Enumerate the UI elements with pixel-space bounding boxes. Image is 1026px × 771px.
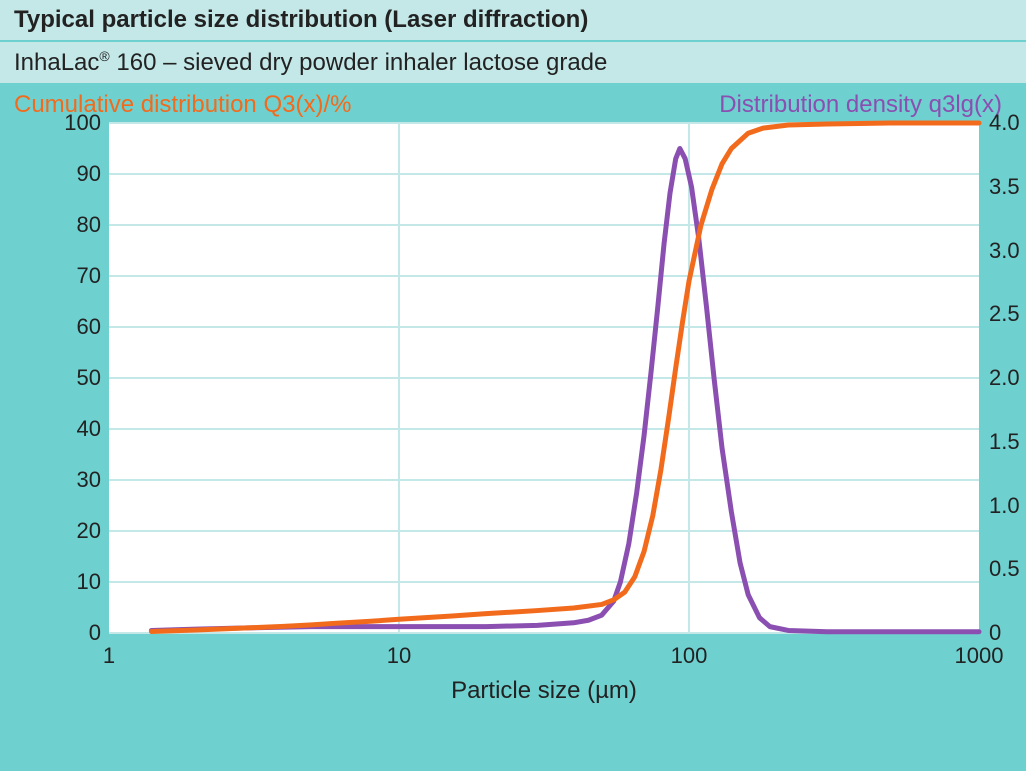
y-left-tick: 100 bbox=[41, 110, 101, 136]
subtitle-pre: InhaLac bbox=[14, 49, 99, 76]
chart-title: Typical particle size distribution (Lase… bbox=[0, 0, 1026, 40]
x-tick: 100 bbox=[649, 643, 729, 669]
x-tick: 1000 bbox=[939, 643, 1019, 669]
y-left-tick: 30 bbox=[41, 467, 101, 493]
y-right-tick: 3.5 bbox=[989, 174, 1026, 200]
y-left-tick: 50 bbox=[41, 365, 101, 391]
subtitle-post: 160 – sieved dry powder inhaler lactose … bbox=[110, 49, 608, 76]
y-right-tick: 1.5 bbox=[989, 429, 1026, 455]
y-right-tick: 3.0 bbox=[989, 238, 1026, 264]
y-left-tick: 20 bbox=[41, 518, 101, 544]
y-right-tick: 0.5 bbox=[989, 556, 1026, 582]
y-left-tick: 40 bbox=[41, 416, 101, 442]
y-left-tick: 10 bbox=[41, 569, 101, 595]
axis-labels-row: Cumulative distribution Q3(x)/% Distribu… bbox=[0, 83, 1026, 123]
y-right-tick: 2.0 bbox=[989, 365, 1026, 391]
chart-subtitle: InhaLac® 160 – sieved dry powder inhaler… bbox=[0, 40, 1026, 83]
curves-svg bbox=[109, 123, 979, 633]
subtitle-reg: ® bbox=[99, 48, 109, 64]
x-axis-label: Particle size (µm) bbox=[109, 677, 979, 705]
y-left-tick: 70 bbox=[41, 263, 101, 289]
series-density bbox=[151, 149, 979, 632]
y-left-tick: 80 bbox=[41, 212, 101, 238]
y-right-tick: 1.0 bbox=[989, 493, 1026, 519]
y-left-tick: 90 bbox=[41, 161, 101, 187]
x-tick: 10 bbox=[359, 643, 439, 669]
y-right-axis-label: Distribution density q3lg(x) bbox=[719, 91, 1002, 119]
y-left-tick: 60 bbox=[41, 314, 101, 340]
y-right-tick: 2.5 bbox=[989, 301, 1026, 327]
x-tick: 1 bbox=[69, 643, 149, 669]
series-cumulative bbox=[151, 123, 979, 631]
y-right-tick: 4.0 bbox=[989, 110, 1026, 136]
